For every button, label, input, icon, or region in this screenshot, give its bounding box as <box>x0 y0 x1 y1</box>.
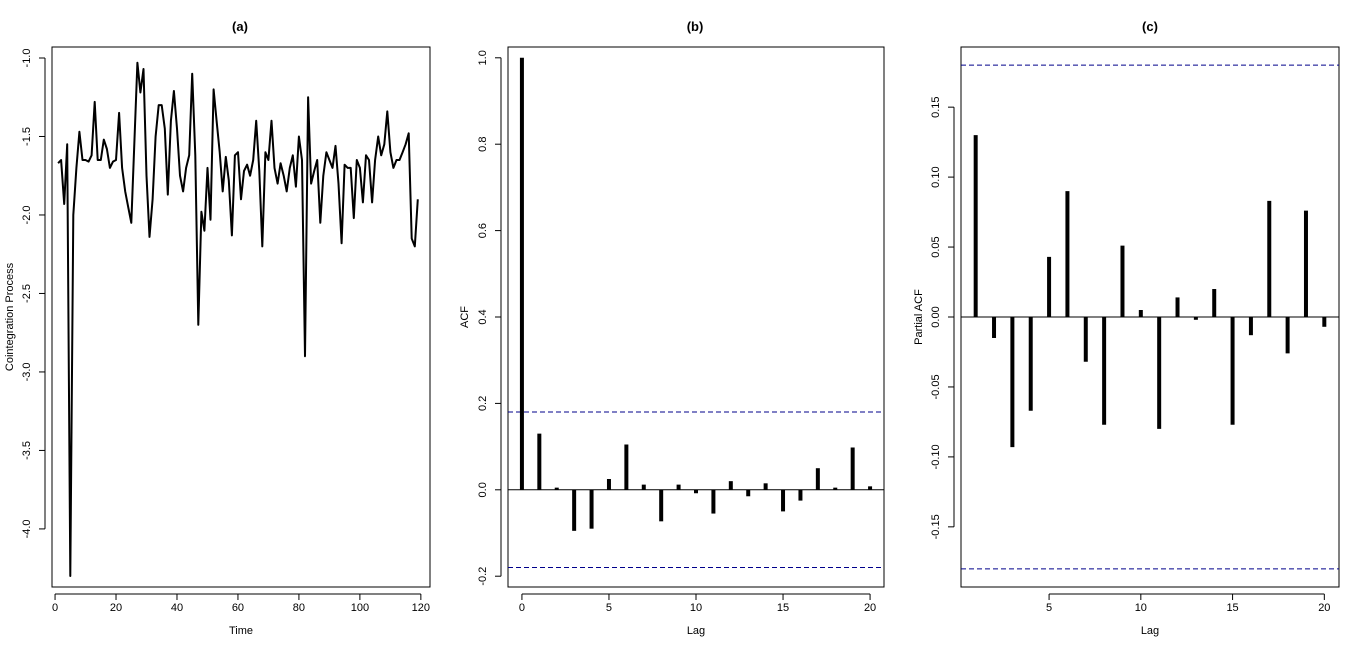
chart-title: (b) <box>687 19 704 34</box>
y-tick-label: 0.05 <box>930 236 942 257</box>
y-tick-label: -1.5 <box>21 127 33 146</box>
y-tick-label: 0.2 <box>477 396 489 411</box>
x-tick-label: 15 <box>777 602 789 614</box>
x-axis-label: Lag <box>1141 625 1159 637</box>
x-tick-label: 40 <box>171 602 183 614</box>
y-tick-label: -2.0 <box>21 205 33 224</box>
x-tick-label: 20 <box>1318 602 1330 614</box>
y-tick-label: -0.05 <box>930 374 942 399</box>
chart-title: (a) <box>232 19 248 34</box>
y-tick-label: -3.5 <box>21 441 33 460</box>
y-tick-label: -0.10 <box>930 444 942 469</box>
x-tick-label: 0 <box>519 602 525 614</box>
plot-frame <box>507 46 885 588</box>
y-tick-label: 0.10 <box>930 166 942 187</box>
y-tick-label: 1.0 <box>477 50 489 65</box>
x-tick-label: 100 <box>351 602 369 614</box>
y-tick-label: -0.2 <box>477 567 489 586</box>
y-tick-label: -3.0 <box>21 362 33 381</box>
y-tick-label: 0.0 <box>477 482 489 497</box>
x-tick-label: 0 <box>52 602 58 614</box>
y-tick-label: 0.6 <box>477 223 489 238</box>
x-axis-label: Lag <box>687 625 705 637</box>
x-tick-label: 20 <box>864 602 876 614</box>
series-line <box>57 61 419 577</box>
chart-title: (c) <box>1142 19 1158 34</box>
x-tick-label: 5 <box>606 602 612 614</box>
y-tick-label: -4.0 <box>21 519 33 538</box>
y-tick-label: -2.5 <box>21 284 33 303</box>
x-tick-label: 80 <box>293 602 305 614</box>
x-tick-label: 10 <box>690 602 702 614</box>
x-axis-label: Time <box>229 625 253 637</box>
x-tick-label: 60 <box>232 602 244 614</box>
y-axis-label: Partial ACF <box>913 289 925 345</box>
x-tick-label: 10 <box>1135 602 1147 614</box>
x-tick-label: 20 <box>110 602 122 614</box>
y-tick-label: 0.4 <box>477 309 489 324</box>
y-axis-label: ACF <box>459 306 471 328</box>
y-tick-label: 0.00 <box>930 306 942 327</box>
y-axis-label: Cointegration Process <box>4 262 16 371</box>
x-tick-label: 15 <box>1226 602 1238 614</box>
plot-frame <box>51 46 431 588</box>
x-tick-label: 120 <box>412 602 430 614</box>
y-tick-label: 0.8 <box>477 137 489 152</box>
y-tick-label: -0.15 <box>930 514 942 539</box>
x-tick-label: 5 <box>1046 602 1052 614</box>
y-tick-label: 0.15 <box>930 96 942 117</box>
y-tick-label: -1.0 <box>21 49 33 68</box>
